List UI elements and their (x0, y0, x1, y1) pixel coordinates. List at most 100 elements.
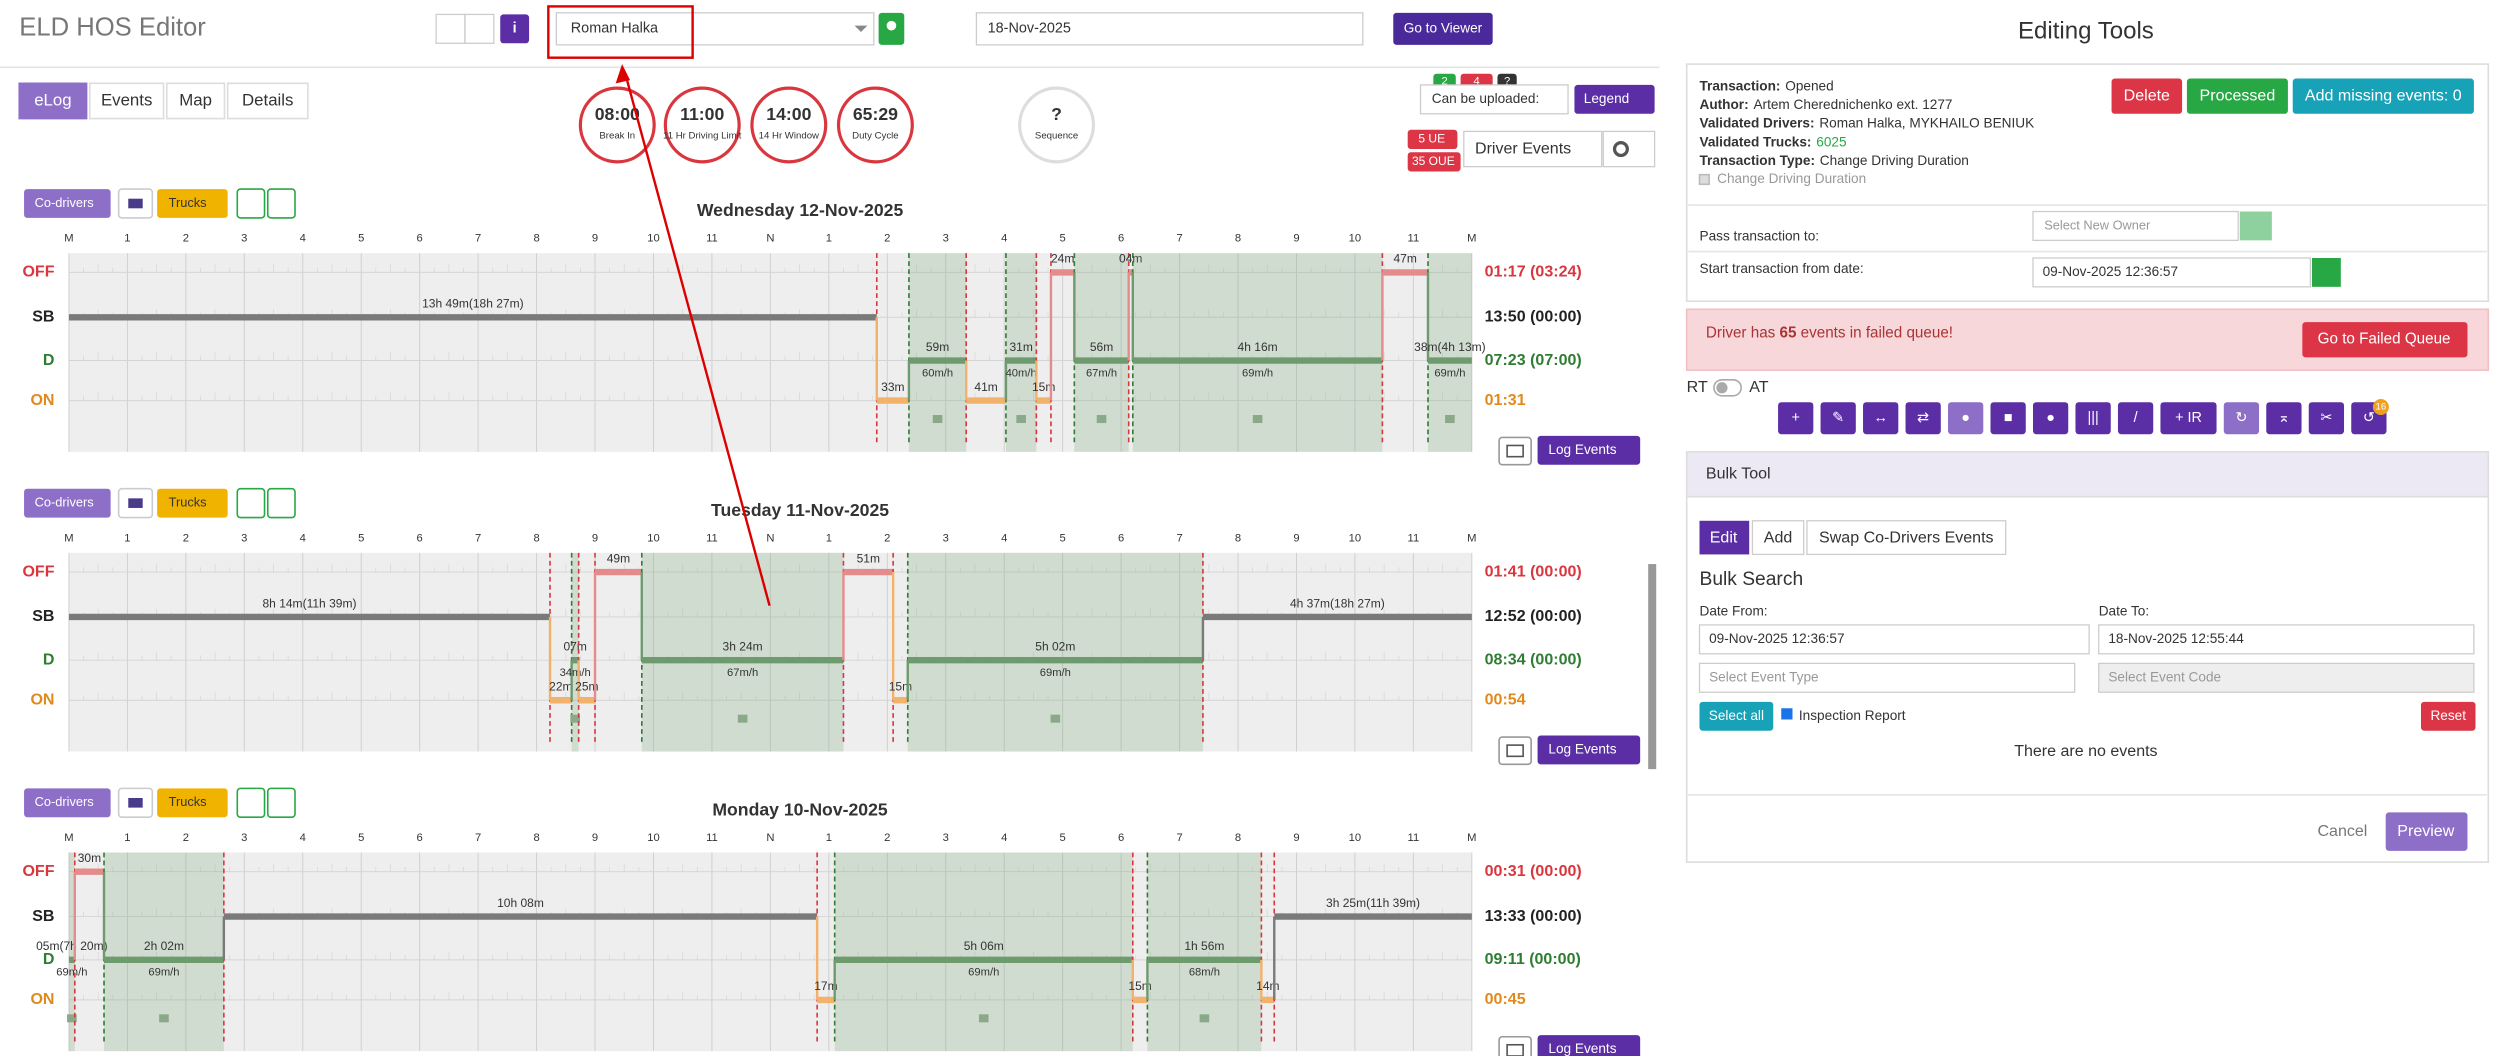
tab[interactable] (1751, 520, 1805, 556)
action-button[interactable] (2292, 78, 2474, 114)
confirm-button[interactable] (2311, 257, 2341, 287)
hour-label: 11 (1408, 233, 1420, 245)
comment-button[interactable] (1498, 736, 1532, 766)
trucks-button[interactable] (157, 189, 228, 218)
cancel-button[interactable]: Cancel (2317, 822, 2367, 840)
tool-button[interactable] (2117, 402, 2154, 435)
trucks-button[interactable] (157, 488, 228, 518)
hour-label: 9 (1293, 532, 1299, 544)
upload-select[interactable] (1419, 84, 1569, 115)
comment-button[interactable] (1498, 436, 1532, 466)
date-input[interactable] (975, 12, 1364, 46)
tool-button[interactable] (2160, 402, 2217, 435)
tool-button[interactable] (2308, 402, 2345, 435)
segment-duration: 56m (1090, 340, 1113, 354)
start-date-input[interactable] (2032, 257, 2311, 288)
segment-duration: 47m (1394, 252, 1417, 266)
info-icon: i (513, 21, 517, 37)
reset-button[interactable] (2420, 701, 2476, 731)
comment-button[interactable] (1498, 1035, 1532, 1056)
events-select[interactable] (1463, 130, 1603, 168)
code-select[interactable] (2098, 662, 2475, 693)
icon-button[interactable] (236, 787, 266, 819)
tab[interactable] (88, 82, 165, 120)
tool-button[interactable] (2223, 402, 2260, 435)
codrivers-button[interactable] (24, 189, 111, 218)
tab-active[interactable] (1699, 520, 1750, 555)
status-label: ON (30, 690, 54, 708)
info-button[interactable] (500, 14, 530, 44)
hour-label: 8 (533, 532, 539, 544)
segment-duration: 1h 56m (1184, 939, 1224, 953)
hour-label: 5 (1060, 233, 1066, 245)
tool-button[interactable] (1905, 402, 1941, 435)
comment-icon (1506, 444, 1524, 458)
select-all-button[interactable] (1699, 701, 1774, 731)
tab-active[interactable] (18, 82, 88, 120)
truck-icon (128, 498, 143, 508)
alert-part: events in failed queue! (1796, 324, 1953, 341)
trucks-label: Trucks (169, 195, 207, 210)
inspection-label: Inspection Report (1799, 708, 1906, 723)
hour-label: 1 (124, 233, 130, 245)
owner-select[interactable] (2032, 210, 2239, 242)
tab[interactable] (226, 82, 309, 120)
viewer-button[interactable] (1393, 12, 1493, 45)
tool-button[interactable] (1778, 402, 1814, 435)
from-input[interactable] (1698, 624, 2090, 655)
segment-duration: 10h 08m (497, 896, 544, 910)
alert-count: 65 (1780, 324, 1797, 341)
tool-button[interactable] (1948, 402, 1984, 435)
segment-duration: 31m (1009, 340, 1032, 354)
truck-event-icon (1252, 415, 1263, 424)
info-value: Opened (1785, 78, 1833, 93)
info-line: Transaction Type: Change Driving Duration (1699, 152, 1968, 167)
tool-button[interactable] (1863, 402, 1899, 435)
tab[interactable] (1806, 520, 2007, 556)
driver-name: Roman Halka (571, 21, 659, 37)
tab-label: eLog (34, 90, 71, 109)
confirm-button[interactable] (2239, 211, 2272, 241)
failed-queue-button[interactable] (2302, 322, 2468, 358)
trucks-button[interactable] (157, 788, 228, 818)
checkbox[interactable] (1781, 708, 1793, 720)
icon-button[interactable] (266, 787, 296, 819)
tool-icon: ↺ (2363, 410, 2375, 426)
status-total: 08:34 (00:00) (1485, 650, 1582, 668)
codrivers-button[interactable] (24, 788, 111, 818)
icon-button[interactable] (266, 487, 296, 519)
driver-select[interactable] (555, 12, 875, 46)
tool-button[interactable] (2266, 402, 2302, 435)
checkbox[interactable] (1698, 173, 1710, 186)
codrivers-button[interactable] (24, 488, 111, 518)
info-label: Transaction: (1699, 78, 1780, 93)
log-events-button[interactable] (1537, 735, 1641, 765)
action-button[interactable] (2186, 78, 2288, 114)
hour-label: 4 (300, 233, 306, 245)
log-events-button[interactable] (1537, 1035, 1641, 1056)
tab[interactable] (165, 82, 226, 120)
tool-button[interactable] (2075, 402, 2111, 435)
preview-button[interactable] (2385, 812, 2468, 851)
action-button[interactable] (2111, 78, 2183, 114)
hour-label: 11 (1408, 832, 1420, 844)
segment-duration: 5h 02m (1035, 640, 1075, 654)
type-select[interactable] (1698, 662, 2076, 693)
hour-label: 10 (647, 233, 659, 245)
tool-button[interactable] (1820, 402, 1856, 435)
log-events-button[interactable] (1537, 435, 1641, 465)
icon-button[interactable] (435, 13, 466, 44)
legend-button[interactable] (1574, 84, 1655, 114)
icon-button[interactable] (266, 188, 296, 219)
tool-button[interactable] (2032, 402, 2069, 435)
hour-label: 4 (300, 832, 306, 844)
icon-button[interactable] (464, 13, 495, 44)
icon-button[interactable] (236, 188, 266, 219)
icon-button[interactable] (236, 487, 266, 519)
info-label: Validated Drivers: (1699, 115, 1814, 130)
start-label: Start transaction from date: (1699, 261, 1863, 276)
tool-button[interactable] (1990, 402, 2026, 435)
to-input[interactable] (2098, 624, 2475, 655)
segment-duration: 07m (563, 640, 586, 654)
segment-speed: 60m/h (922, 367, 953, 379)
